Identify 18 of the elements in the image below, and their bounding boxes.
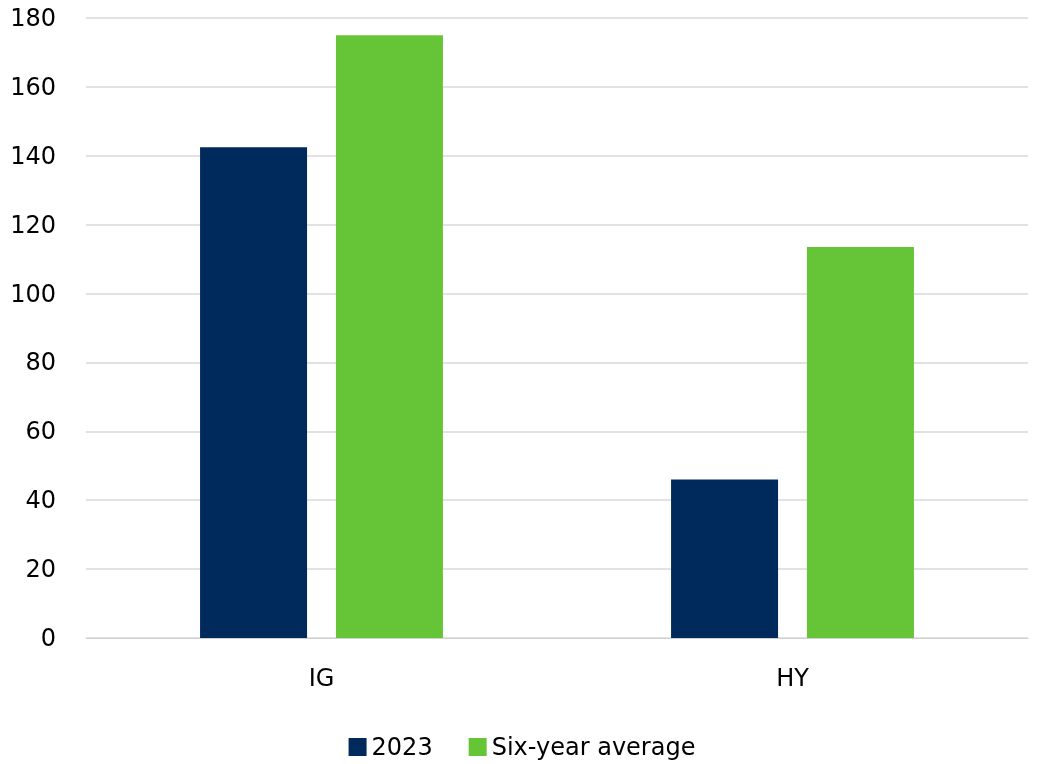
y-tick-label: 100 — [10, 279, 56, 308]
y-tick-label: 20 — [25, 555, 56, 584]
bar — [671, 479, 779, 638]
y-tick-label: 160 — [10, 72, 56, 101]
x-tick-label: IG — [308, 664, 335, 692]
y-tick-label: 40 — [25, 486, 56, 515]
y-tick-label: 140 — [10, 141, 56, 170]
bar — [335, 35, 443, 638]
legend-label: 2023 — [371, 733, 433, 761]
bar — [806, 247, 914, 638]
x-tick-label: HY — [776, 664, 810, 692]
y-tick-label: 0 — [40, 624, 56, 652]
y-tick-label: 120 — [10, 210, 56, 239]
y-tick-label: 60 — [25, 417, 56, 446]
y-tick-label: 180 — [10, 4, 56, 32]
bar — [200, 147, 308, 638]
legend-label: Six-year average — [491, 733, 696, 761]
y-tick-label: 80 — [25, 348, 56, 377]
